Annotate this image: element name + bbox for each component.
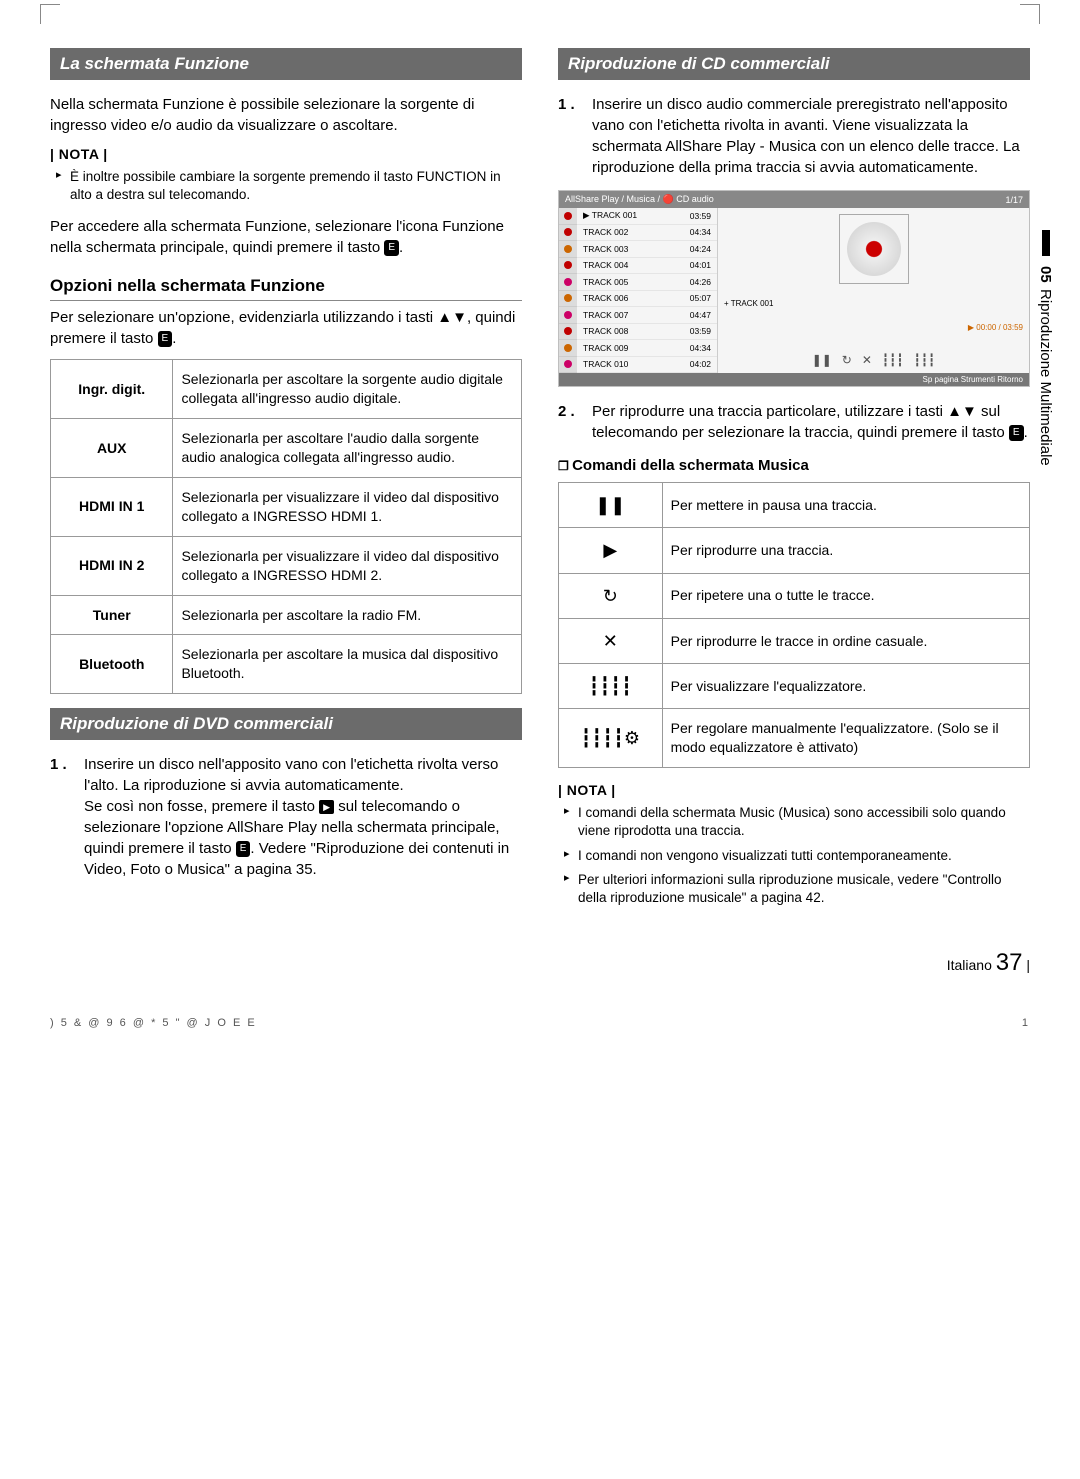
print-code-footer: ) 5 & @ 9 6 @ * 5 " @ J O E E 1: [50, 1017, 1030, 1029]
table-row: ✕Per riprodurre le tracce in ordine casu…: [559, 618, 1030, 663]
cd-steps-2: Per riprodurre una traccia particolare, …: [558, 401, 1030, 443]
subheading-opzioni: Opzioni nella schermata Funzione: [50, 276, 522, 301]
allshare-icon-strip: [559, 208, 577, 373]
play-icon: ▶: [319, 800, 334, 814]
track-row: ▶ TRACK 00103:59: [577, 208, 717, 225]
right-column: Riproduzione di CD commerciali Inserire …: [558, 40, 1030, 919]
step-item: Per riprodurre una traccia particolare, …: [558, 401, 1030, 443]
dot-icon: [564, 311, 572, 319]
subheading-comandi: Comandi della schermata Musica: [558, 457, 1030, 474]
table-row: ┇┇┇┇Per visualizzare l'equalizzatore.: [559, 664, 1030, 709]
page-number: 37: [996, 949, 1023, 976]
dot-icon: [564, 327, 572, 335]
dot-icon: [564, 360, 572, 368]
dot-icon: [564, 261, 572, 269]
heading-funzione: La schermata Funzione: [50, 48, 522, 80]
table-row: HDMI IN 2Selezionarla per visualizzare i…: [51, 536, 522, 595]
allshare-now-playing: + TRACK 001 ▶ 00:00 / 03:59 ❚❚↻✕┇┇┇┇┇┇: [717, 208, 1029, 373]
allshare-counter: 1/17: [1005, 195, 1023, 205]
table-row: ┇┇┇┇⚙Per regolare manualmente l'equalizz…: [559, 709, 1030, 768]
enter-icon: E: [1009, 425, 1024, 441]
dot-icon: [564, 228, 572, 236]
track-row: TRACK 00605:07: [577, 291, 717, 308]
table-row: Ingr. digit.Selezionarla per ascoltare l…: [51, 360, 522, 419]
enter-icon: E: [236, 841, 251, 857]
track-row: TRACK 00204:34: [577, 225, 717, 242]
allshare-title: AllShare Play / Musica / 🔴 CD audio: [565, 194, 714, 205]
step-item: Inserire un disco nell'apposito vano con…: [50, 754, 522, 880]
track-row: TRACK 00404:01: [577, 258, 717, 275]
chapter-number: 05: [1037, 266, 1054, 283]
intro-text: Nella schermata Funzione è possibile sel…: [50, 94, 522, 136]
play-icon: ▶: [559, 528, 663, 573]
track-row: TRACK 00704:47: [577, 307, 717, 324]
chapter-side-label: 05 Riproduzione Multimediale: [1037, 230, 1054, 465]
pause-icon: ❚❚: [559, 483, 663, 528]
disc-icon: [839, 214, 909, 284]
page-footer: Italiano 37 |: [50, 949, 1030, 977]
track-row: TRACK 01004:02: [577, 357, 717, 374]
nota-label: | NOTA |: [50, 146, 522, 162]
nota-item: I comandi non vengono visualizzati tutti…: [564, 847, 1030, 865]
nota-item: È inoltre possibile cambiare la sorgente…: [56, 168, 522, 204]
dvd-steps: Inserire un disco nell'apposito vano con…: [50, 754, 522, 880]
eq-icon: ┇┇┇┇: [559, 664, 663, 709]
options-table: Ingr. digit.Selezionarla per ascoltare l…: [50, 359, 522, 694]
chapter-title: Riproduzione Multimediale: [1037, 289, 1054, 466]
allshare-footer: Sp pagina Strumenti Ritorno: [559, 373, 1029, 386]
heading-cd: Riproduzione di CD commerciali: [558, 48, 1030, 80]
eq-manual-icon: ┇┇┇┇⚙: [559, 709, 663, 768]
nota-label: | NOTA |: [558, 782, 1030, 798]
enter-icon: E: [384, 240, 399, 256]
footer-lang: Italiano: [947, 957, 992, 973]
table-row: HDMI IN 1Selezionarla per visualizzare i…: [51, 478, 522, 537]
table-row: ↻Per ripetere una o tutte le tracce.: [559, 573, 1030, 618]
allshare-controls: ❚❚↻✕┇┇┇┇┇┇: [812, 353, 936, 367]
enter-icon: E: [158, 331, 173, 347]
allshare-screenshot: AllShare Play / Musica / 🔴 CD audio 1/17: [558, 190, 1030, 387]
dot-icon: [564, 245, 572, 253]
track-row: TRACK 00304:24: [577, 241, 717, 258]
dot-icon: [564, 278, 572, 286]
dot-icon: [564, 212, 572, 220]
dot-icon: [564, 294, 572, 302]
controls-table: ❚❚Per mettere in pausa una traccia. ▶Per…: [558, 482, 1030, 768]
dot-icon: [564, 344, 572, 352]
access-text: Per accedere alla schermata Funzione, se…: [50, 216, 522, 258]
table-row: BluetoothSelezionarla per ascoltare la m…: [51, 635, 522, 694]
repeat-icon: ↻: [559, 573, 663, 618]
select-text: Per selezionare un'opzione, evidenziarla…: [50, 307, 522, 349]
shuffle-icon: ✕: [559, 618, 663, 663]
print-code-left: ) 5 & @ 9 6 @ * 5 " @ J O E E: [50, 1017, 257, 1029]
table-row: TunerSelezionarla per ascoltare la radio…: [51, 595, 522, 635]
page-body: La schermata Funzione Nella schermata Fu…: [50, 40, 1030, 919]
left-column: La schermata Funzione Nella schermata Fu…: [50, 40, 522, 919]
table-row: ❚❚Per mettere in pausa una traccia.: [559, 483, 1030, 528]
table-row: AUXSelezionarla per ascoltare l'audio da…: [51, 419, 522, 478]
track-row: TRACK 00904:34: [577, 340, 717, 357]
nota-list-1: È inoltre possibile cambiare la sorgente…: [50, 168, 522, 204]
nota-item: I comandi della schermata Music (Musica)…: [564, 804, 1030, 840]
step-item: Inserire un disco audio commerciale prer…: [558, 94, 1030, 178]
track-row: TRACK 00504:26: [577, 274, 717, 291]
heading-dvd: Riproduzione di DVD commerciali: [50, 708, 522, 740]
cd-steps: Inserire un disco audio commerciale prer…: [558, 94, 1030, 178]
print-code-right: 1: [1022, 1017, 1030, 1029]
nota-item: Per ulteriori informazioni sulla riprodu…: [564, 871, 1030, 907]
track-row: TRACK 00803:59: [577, 324, 717, 341]
allshare-track-list: ▶ TRACK 00103:59 TRACK 00204:34 TRACK 00…: [577, 208, 717, 373]
nota-list-2: I comandi della schermata Music (Musica)…: [558, 804, 1030, 907]
now-playing-label: + TRACK 001: [724, 299, 1023, 308]
table-row: ▶Per riprodurre una traccia.: [559, 528, 1030, 573]
